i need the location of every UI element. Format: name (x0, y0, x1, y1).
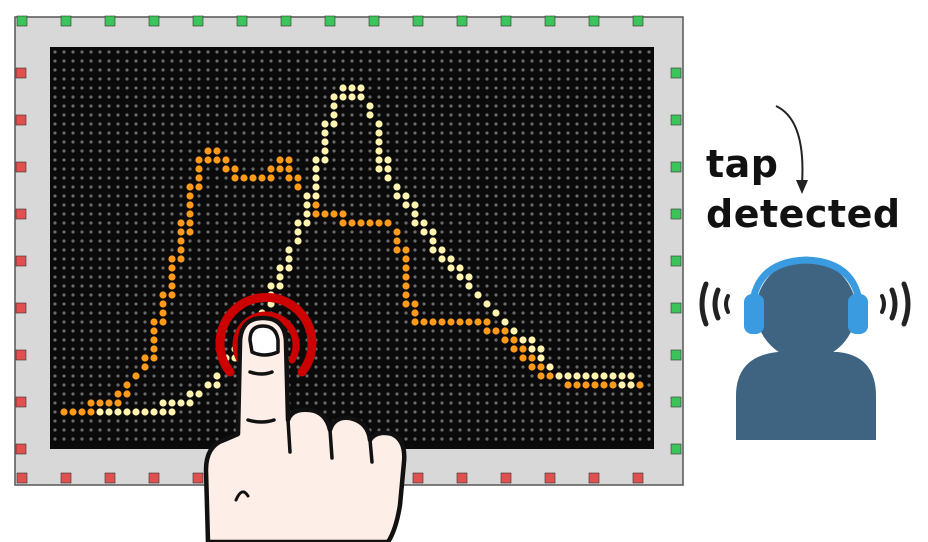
tap-ripple-icon (215, 292, 317, 377)
curved-arrow-icon (775, 105, 808, 194)
pointing-hand-icon (203, 315, 407, 542)
caption-line-2: detected (706, 192, 901, 236)
headphones-person-icon (736, 256, 876, 440)
sound-wave-icon (699, 281, 911, 327)
led-dot-matrix (53, 50, 651, 441)
caption-line-1: tap (706, 142, 779, 186)
